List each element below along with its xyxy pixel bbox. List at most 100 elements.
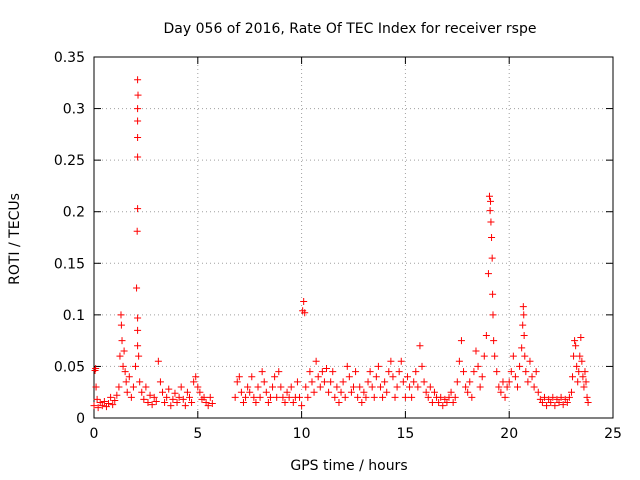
data-point bbox=[352, 368, 360, 376]
data-point bbox=[468, 393, 476, 401]
data-point bbox=[487, 197, 495, 205]
data-point bbox=[200, 393, 208, 401]
data-point bbox=[116, 352, 124, 360]
data-points bbox=[90, 76, 592, 412]
data-point bbox=[121, 368, 129, 376]
data-point bbox=[264, 399, 272, 407]
data-point bbox=[580, 383, 588, 391]
data-point bbox=[134, 133, 142, 141]
data-point bbox=[134, 117, 142, 125]
data-point bbox=[287, 383, 295, 391]
data-point bbox=[316, 383, 324, 391]
data-point bbox=[113, 391, 121, 399]
data-point bbox=[107, 393, 115, 401]
x-tick-label: 20 bbox=[500, 426, 518, 442]
x-tick-label: 10 bbox=[293, 426, 311, 442]
chart-title: Day 056 of 2016, Rate Of TEC Index for r… bbox=[164, 21, 537, 37]
data-point bbox=[579, 373, 587, 381]
data-point bbox=[302, 383, 310, 391]
data-point bbox=[578, 357, 586, 365]
y-tick-label: 0.25 bbox=[54, 153, 85, 169]
data-point bbox=[169, 395, 177, 403]
data-point bbox=[118, 337, 126, 345]
data-point bbox=[266, 393, 274, 401]
data-point bbox=[92, 364, 100, 372]
data-point bbox=[304, 393, 312, 401]
data-point bbox=[275, 368, 283, 376]
data-point bbox=[300, 297, 308, 305]
data-point bbox=[144, 399, 152, 407]
data-point bbox=[325, 388, 333, 396]
data-point bbox=[528, 373, 536, 381]
data-point bbox=[285, 393, 293, 401]
data-point bbox=[520, 331, 528, 339]
data-point bbox=[509, 352, 517, 360]
data-point bbox=[532, 368, 540, 376]
data-point bbox=[281, 399, 289, 407]
data-point bbox=[260, 378, 268, 386]
data-point bbox=[134, 326, 142, 334]
data-point bbox=[364, 378, 372, 386]
data-point bbox=[347, 388, 355, 396]
data-point bbox=[376, 383, 384, 391]
data-point bbox=[521, 352, 529, 360]
data-point bbox=[188, 399, 196, 407]
data-point bbox=[489, 290, 497, 298]
data-point bbox=[90, 402, 98, 410]
y-tick-label: 0.05 bbox=[54, 359, 85, 375]
plot-frame bbox=[93, 56, 614, 419]
data-point bbox=[519, 303, 527, 311]
data-point bbox=[530, 383, 538, 391]
data-point bbox=[460, 368, 468, 376]
x-tick-label: 25 bbox=[604, 426, 622, 442]
data-point bbox=[416, 342, 424, 350]
data-point bbox=[125, 373, 133, 381]
data-point bbox=[181, 402, 189, 410]
data-point bbox=[134, 76, 142, 84]
data-point bbox=[152, 397, 160, 405]
data-point bbox=[93, 395, 101, 403]
y-axis-ticks: 0 0.05 0.1 0.15 0.2 0.25 0.3 0.35 bbox=[54, 50, 613, 427]
data-point bbox=[540, 393, 548, 401]
data-point bbox=[94, 404, 102, 412]
data-point bbox=[520, 311, 528, 319]
data-point bbox=[507, 368, 515, 376]
data-point bbox=[559, 401, 567, 409]
data-point bbox=[526, 357, 534, 365]
data-point bbox=[518, 344, 526, 352]
data-point bbox=[480, 352, 488, 360]
data-point bbox=[538, 399, 546, 407]
data-point bbox=[273, 393, 281, 401]
data-point bbox=[563, 399, 571, 407]
data-point bbox=[474, 362, 482, 370]
x-tick-label: 5 bbox=[193, 426, 202, 442]
data-point bbox=[370, 393, 378, 401]
data-point bbox=[150, 393, 158, 401]
data-point bbox=[408, 393, 416, 401]
data-point bbox=[161, 399, 169, 407]
data-point bbox=[374, 362, 382, 370]
data-point bbox=[366, 368, 374, 376]
data-point bbox=[312, 357, 320, 365]
data-point bbox=[331, 393, 339, 401]
data-point bbox=[547, 399, 555, 407]
data-point bbox=[428, 399, 436, 407]
data-point bbox=[122, 378, 130, 386]
data-point bbox=[115, 383, 123, 391]
data-point bbox=[505, 378, 513, 386]
data-point bbox=[485, 192, 493, 200]
data-point bbox=[399, 378, 407, 386]
x-axis-ticks: 0 5 10 15 20 25 bbox=[90, 57, 622, 442]
data-point bbox=[576, 352, 584, 360]
data-point bbox=[422, 388, 430, 396]
data-point bbox=[437, 393, 445, 401]
data-point bbox=[472, 347, 480, 355]
data-point bbox=[192, 373, 200, 381]
data-point bbox=[424, 393, 432, 401]
data-point bbox=[177, 383, 185, 391]
data-point bbox=[327, 378, 335, 386]
data-point bbox=[447, 388, 455, 396]
data-point bbox=[323, 364, 331, 372]
data-point bbox=[358, 399, 366, 407]
data-point bbox=[443, 399, 451, 407]
